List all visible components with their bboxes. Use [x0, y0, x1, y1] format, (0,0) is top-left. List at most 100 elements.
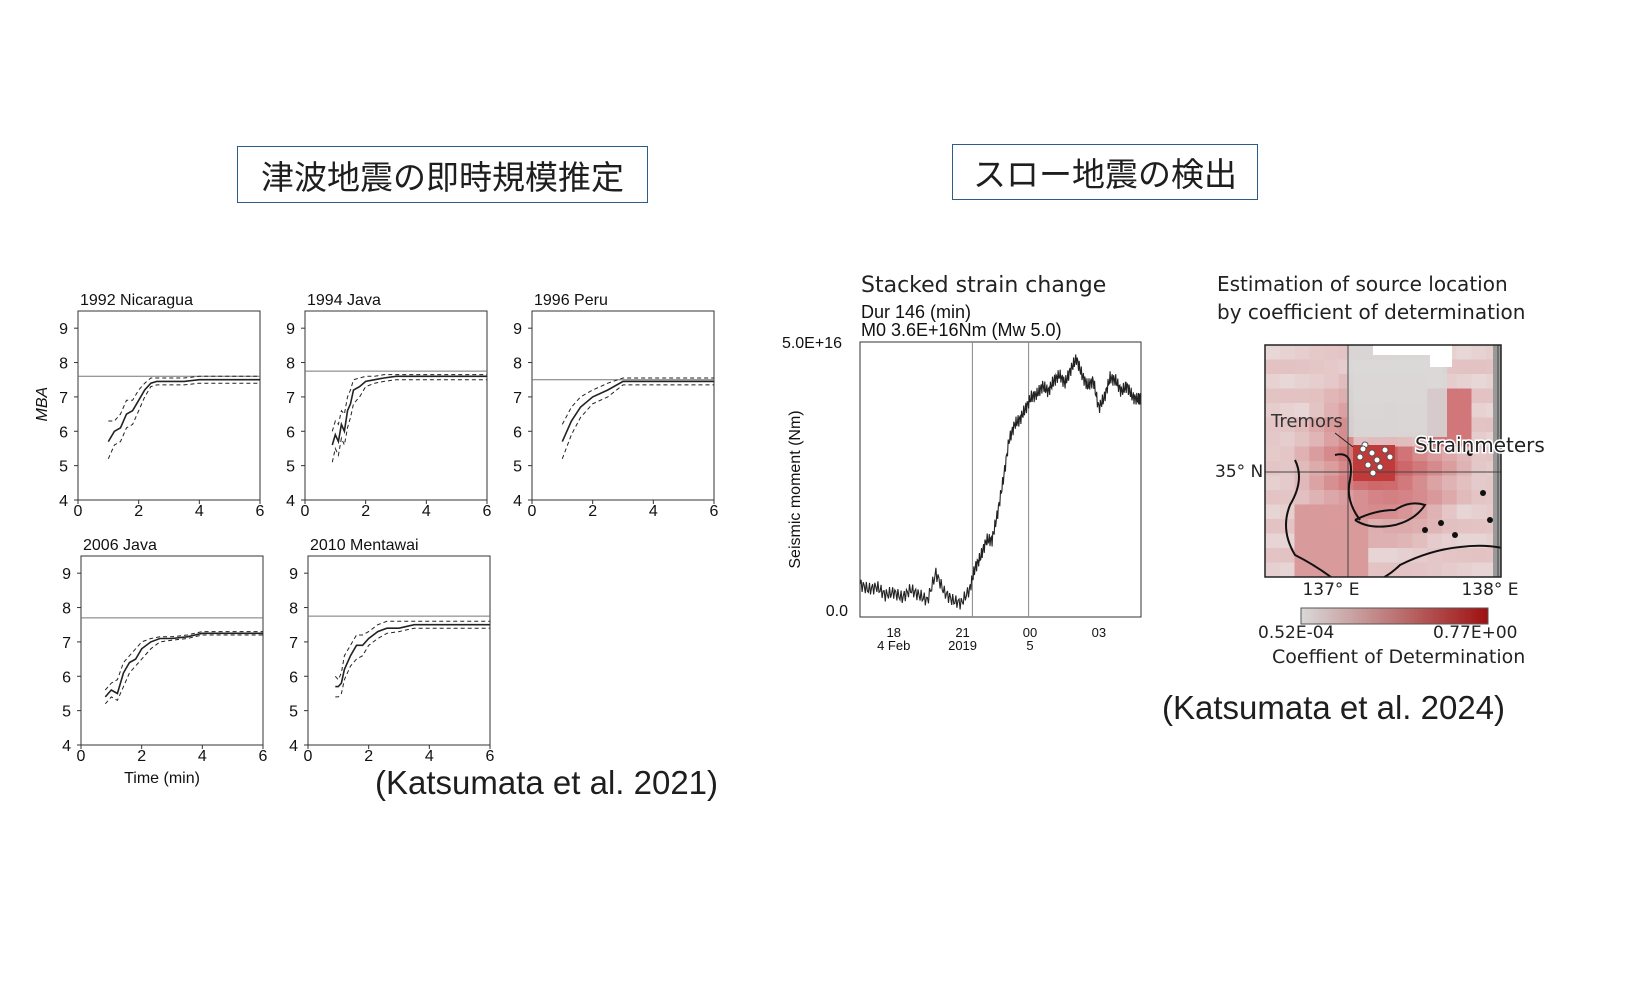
heatmap-cell [1309, 374, 1325, 389]
y-tick-label: 4 [62, 738, 71, 755]
heatmap-cell [1324, 519, 1340, 534]
y-max-label: 5.0E+16 [782, 335, 842, 352]
heatmap-cell [1338, 519, 1354, 534]
x-tick-label: 0 [304, 748, 313, 765]
x-tick-label: 4 [422, 503, 431, 520]
x-tick-sublabel: 5 [1026, 638, 1033, 653]
heatmap-cell [1324, 562, 1340, 577]
heatmap-cell [1324, 490, 1340, 505]
map-frame [1264, 344, 1502, 578]
heatmap-cell [1397, 548, 1413, 563]
x-tick-sublabel: 2019 [948, 638, 977, 653]
x-tick-label: 2 [364, 748, 373, 765]
heatmap-cell [1324, 374, 1340, 389]
y-tick-label: 6 [286, 424, 295, 441]
strainmeters-label: Strainmeters [1415, 433, 1545, 457]
heatmap-cell [1279, 403, 1295, 418]
heatmap-cell [1427, 446, 1443, 462]
x-tick-label: 00 [1023, 625, 1037, 640]
mba-estimate-line [335, 623, 490, 688]
y-tick-label: 7 [513, 390, 522, 407]
heatmap-cell [1456, 475, 1472, 491]
heatmap-cell [1265, 490, 1281, 505]
heatmap-cell [1279, 359, 1295, 375]
heatmap-cell [1294, 432, 1310, 447]
heatmap-cell [1397, 533, 1413, 549]
title-tsunami-magnitude: 津波地震の即時規模推定 [237, 146, 648, 203]
heatmap-cell [1294, 490, 1310, 505]
heatmap-cell [1353, 562, 1369, 577]
heatmap-cell [1279, 461, 1295, 476]
y-tick-label: 9 [59, 321, 68, 338]
heatmap-cell [1368, 562, 1384, 577]
heatmap-cell [1471, 461, 1487, 476]
x-tick-label: 03 [1092, 625, 1106, 640]
x-axis-label: Time (min) [124, 770, 200, 787]
x-tick-label: 4 [195, 503, 204, 520]
mba-chart-grid: 1992 Nicaragua 4 5 6 7 8 9 0 2 4 6 MBA 1994 Java 4 5 6 7… [34, 292, 719, 787]
x-tick-label: 2 [137, 748, 146, 765]
chart-title: 2006 Java [83, 537, 157, 554]
x-tick-label: 0 [77, 748, 86, 765]
tremor-marker [1381, 446, 1389, 454]
title-slow-earthquake: スロー地震の検出 [952, 144, 1258, 200]
heatmap-cell [1442, 548, 1458, 563]
heatmap-cell [1265, 359, 1281, 375]
heatmap-cell [1338, 475, 1354, 491]
heatmap-cell [1324, 359, 1340, 375]
heatmap-cell [1427, 562, 1443, 577]
heatmap-cell [1471, 432, 1487, 447]
y-tick-label: 5 [289, 704, 298, 721]
y-tick-label: 5 [59, 459, 68, 476]
mba-bound-line [335, 627, 490, 698]
chart-title: 1994 Java [307, 292, 381, 309]
heatmap-cell [1471, 403, 1487, 418]
mba-bound-line [561, 384, 714, 459]
tremors-pointer [1334, 432, 1354, 448]
heatmap-cell [1309, 490, 1325, 505]
y-tick-label: 6 [62, 669, 71, 686]
heatmap-cell [1383, 504, 1399, 520]
heatmap-cell [1456, 490, 1472, 505]
heatmap-cell [1471, 475, 1487, 491]
plot-frame [77, 310, 261, 501]
plot-frame [859, 341, 1142, 618]
x-tick-label: 4 [649, 503, 658, 520]
heatmap-cell [1456, 403, 1472, 418]
title-left-text: 津波地震の即時規模推定 [261, 157, 624, 197]
heatmap-cell [1456, 562, 1472, 577]
x-tick-label: 2 [588, 503, 597, 520]
heatmap-cell [1456, 417, 1472, 433]
x-tick-label: 6 [256, 503, 265, 520]
heatmap-cell [1294, 374, 1310, 389]
heatmap-cell [1427, 461, 1443, 476]
tremor-marker [1376, 463, 1384, 471]
heatmap-cell [1456, 461, 1472, 476]
x-tick-label: 6 [710, 503, 719, 520]
mba-bound-line [331, 379, 487, 463]
mba-bound-line [561, 377, 714, 425]
heatmap-cell [1265, 403, 1281, 418]
plot-frame [307, 555, 491, 746]
y-tick-label: 4 [286, 493, 295, 510]
mba-chart-5: 2010 Mentawai 4 5 6 7 8 9 0 2 4 6 [289, 537, 494, 765]
plot-frame [531, 310, 715, 501]
heatmap-cell [1442, 461, 1458, 476]
heatmap-cell [1294, 533, 1310, 549]
heatmap-cell [1456, 359, 1472, 375]
mba-bound-line [107, 382, 260, 460]
y-tick-label: 5 [62, 704, 71, 721]
heatmap-cell [1294, 519, 1310, 534]
strainmeter-marker [1480, 490, 1486, 496]
masked-region [1373, 345, 1435, 355]
heatmap-cell [1294, 446, 1310, 462]
heatmap-cell [1294, 388, 1310, 404]
heatmap-cell [1324, 533, 1340, 549]
heatmap-cell [1279, 446, 1295, 462]
mba-chart-4: 2006 Java 4 5 6 7 8 9 0 2 4 6 Time (min) [62, 537, 267, 787]
strainmeter-marker [1467, 450, 1473, 456]
citation-left: (Katsumata et al. 2021) [375, 764, 719, 801]
y-tick-label: 7 [286, 390, 295, 407]
heatmap-cell [1471, 446, 1487, 462]
plot-frame [304, 310, 488, 501]
